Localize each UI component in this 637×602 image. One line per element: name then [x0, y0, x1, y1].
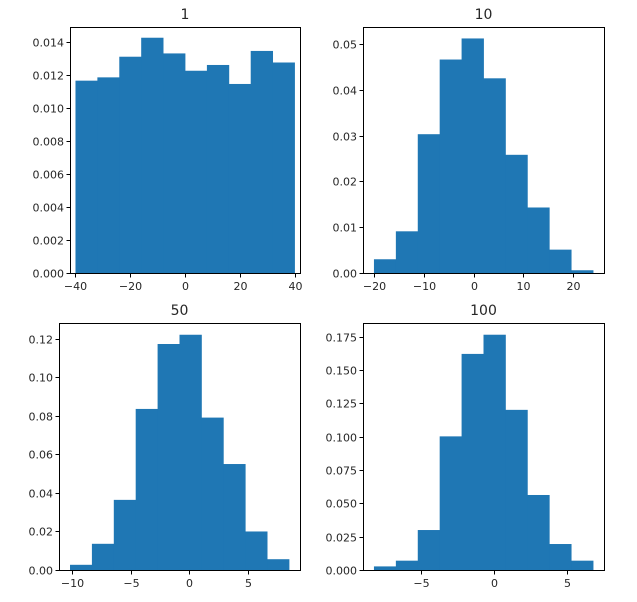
- x-tick-label: 40: [289, 280, 303, 293]
- histogram-bar: [395, 560, 419, 570]
- panel-50: 50 −10 −5 0 5 0.00 0.02 0.04 0.06 0.08 0.10 0.12: [29, 303, 301, 590]
- histogram-bar: [267, 559, 290, 570]
- histogram-bar: [549, 544, 572, 570]
- y-tick-label: 0.125: [326, 398, 358, 411]
- y-tick-label: 0.04: [333, 85, 358, 98]
- axes-frame: [363, 27, 605, 274]
- x-tick-label: −5: [413, 577, 429, 590]
- panel-100: 100 −5 0 5 0.000 0.025 0.050 0.075 0.100 0.125 0.1…: [326, 303, 605, 590]
- y-tick-label: 0.175: [326, 332, 358, 345]
- histogram-bar: [91, 543, 115, 570]
- y-tick-label: 0.002: [33, 235, 65, 248]
- y-tick-label: 0.006: [33, 169, 65, 182]
- histogram-bar: [483, 334, 506, 570]
- panel-10: 10 −20 −10 0 10 20 0.00 0.01 0.02 0.03 0.04 0.05: [333, 7, 605, 293]
- subplot-title: 100: [470, 303, 497, 319]
- histogram-bar: [206, 64, 230, 273]
- subplot-title: 10: [475, 7, 493, 23]
- histogram-bar: [549, 249, 572, 273]
- x-tick-label: −40: [64, 280, 87, 293]
- x-tick-label: −20: [363, 280, 386, 293]
- histogram-bar: [245, 531, 268, 570]
- y-tick-label: 0.01: [333, 222, 358, 235]
- subplot-title: 50: [171, 303, 189, 319]
- y-tick-label: 0.02: [333, 176, 358, 189]
- y-tick-label: 0.025: [326, 532, 358, 545]
- histogram-bar: [113, 499, 137, 570]
- x-tick-label: 20: [234, 280, 248, 293]
- y-tick-label: 0.04: [29, 488, 54, 501]
- x-tick-label: −10: [413, 280, 436, 293]
- histogram-bar: [179, 334, 202, 570]
- histogram-bar: [373, 259, 397, 273]
- x-tick-label: 0: [182, 280, 189, 293]
- histogram-bar: [439, 59, 462, 273]
- histogram-bar: [527, 494, 550, 570]
- subplot-title: 1: [181, 7, 190, 23]
- histogram-bar: [505, 154, 528, 273]
- x-tick-label: 0: [186, 577, 193, 590]
- y-tick-label: 0.02: [29, 526, 54, 539]
- histogram-bar: [272, 62, 295, 273]
- histogram-bar: [135, 408, 158, 570]
- histogram-bar: [157, 344, 180, 570]
- y-tick-label: 0.00: [333, 268, 358, 281]
- y-tick-label: 0.150: [326, 365, 358, 378]
- x-tick-label: 0: [471, 280, 478, 293]
- y-tick-label: 0.10: [29, 372, 54, 385]
- y-tick-label: 0.100: [326, 432, 358, 445]
- y-tick-label: 0.012: [33, 70, 65, 83]
- y-tick-label: 0.00: [29, 565, 54, 578]
- histogram-bar: [185, 70, 208, 273]
- histogram-bar: [417, 134, 441, 273]
- histogram-bar: [505, 409, 528, 570]
- histogram-bar: [571, 560, 594, 570]
- y-tick-label: 0.075: [326, 465, 358, 478]
- y-tick-label: 0.03: [333, 131, 358, 144]
- histogram-bar: [141, 37, 164, 274]
- panel-1: 1 −40 −20 0 20 40 0.000 0.002 0.004 0.006 0.008 0.0…: [33, 7, 303, 293]
- histogram-bar: [483, 78, 506, 273]
- axes-frame: [59, 323, 301, 571]
- histogram-bar: [417, 530, 441, 570]
- x-tick-label: 10: [517, 280, 531, 293]
- x-tick-label: 0: [491, 577, 498, 590]
- histogram-bar: [70, 564, 93, 570]
- histogram-bar: [119, 56, 142, 273]
- histogram-bar: [201, 417, 224, 570]
- y-tick-label: 0.06: [29, 449, 54, 462]
- x-tick-label: 5: [564, 577, 571, 590]
- y-tick-label: 0.000: [326, 565, 358, 578]
- histogram-bar: [228, 83, 252, 274]
- x-tick-label: −10: [61, 577, 84, 590]
- y-tick-label: 0.08: [29, 411, 54, 424]
- histogram-bar: [97, 77, 120, 273]
- histogram-bar: [163, 53, 186, 273]
- x-tick-label: −5: [123, 577, 139, 590]
- histogram-bar: [571, 270, 594, 273]
- y-tick-label: 0.12: [29, 334, 54, 347]
- x-tick-label: 20: [567, 280, 581, 293]
- x-tick-label: 5: [245, 577, 252, 590]
- y-tick-label: 0.050: [326, 498, 358, 511]
- y-tick-label: 0.004: [33, 202, 65, 215]
- y-tick-label: 0.010: [33, 103, 65, 116]
- axes-frame: [363, 323, 605, 571]
- y-tick-label: 0.008: [33, 136, 65, 149]
- x-tick-label: −20: [119, 280, 142, 293]
- histogram-bar: [395, 231, 419, 273]
- y-tick-label: 0.05: [333, 39, 358, 52]
- histogram-bar: [250, 50, 274, 273]
- histogram-bar: [75, 80, 98, 273]
- y-tick-label: 0.000: [33, 268, 65, 281]
- histogram-bar: [461, 353, 484, 570]
- histogram-bar: [373, 566, 397, 570]
- histogram-bar: [461, 38, 484, 274]
- histogram-bar: [439, 436, 462, 570]
- y-tick-label: 0.014: [33, 37, 65, 50]
- histogram-bar: [527, 207, 550, 273]
- histogram-bar: [223, 464, 246, 570]
